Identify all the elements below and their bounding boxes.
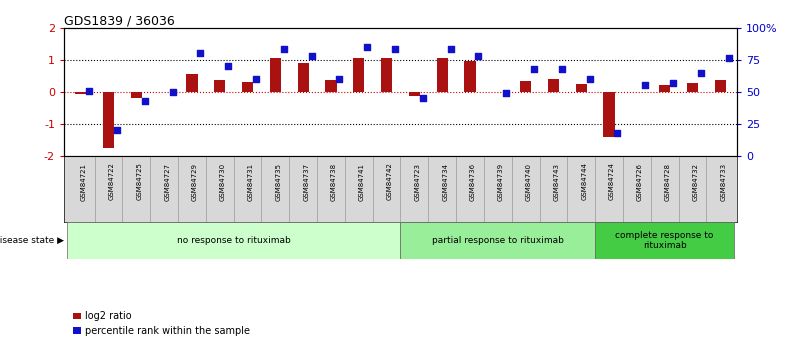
Bar <box>214 80 225 92</box>
Point <box>666 80 679 86</box>
Bar <box>548 79 559 92</box>
Bar <box>595 222 735 259</box>
Text: GSM84726: GSM84726 <box>637 162 643 201</box>
Point <box>444 47 457 52</box>
Point <box>723 56 735 61</box>
Point <box>222 63 235 69</box>
Text: GSM84725: GSM84725 <box>136 162 143 200</box>
Text: GSM84722: GSM84722 <box>109 162 115 200</box>
Text: GSM84742: GSM84742 <box>387 162 392 200</box>
Text: GSM84737: GSM84737 <box>304 162 309 201</box>
Bar <box>353 58 364 92</box>
Point <box>388 47 401 52</box>
Point <box>360 44 373 50</box>
Text: GSM84721: GSM84721 <box>81 162 87 201</box>
Text: GDS1839 / 36036: GDS1839 / 36036 <box>64 14 175 28</box>
Bar <box>270 58 281 92</box>
Text: GSM84739: GSM84739 <box>497 162 504 201</box>
Bar <box>687 83 698 92</box>
Bar <box>298 63 308 92</box>
Text: no response to rituximab: no response to rituximab <box>177 236 291 245</box>
Text: GSM84736: GSM84736 <box>470 162 476 201</box>
Bar <box>603 92 614 137</box>
Text: GSM84731: GSM84731 <box>248 162 254 201</box>
Text: GSM84741: GSM84741 <box>359 162 364 201</box>
Text: complete response to
rituximab: complete response to rituximab <box>615 231 714 250</box>
Text: GSM84730: GSM84730 <box>219 162 226 201</box>
Bar <box>75 92 87 95</box>
Point <box>83 88 95 93</box>
Point <box>500 90 513 96</box>
Point <box>139 98 151 104</box>
Bar <box>659 85 670 92</box>
Legend: log2 ratio, percentile rank within the sample: log2 ratio, percentile rank within the s… <box>69 307 255 340</box>
Bar <box>325 80 336 92</box>
Bar <box>714 80 726 92</box>
Point <box>166 89 179 95</box>
Point <box>277 47 290 52</box>
Text: GSM84728: GSM84728 <box>665 162 670 201</box>
Bar <box>242 82 253 92</box>
Point <box>528 66 541 71</box>
Text: disease state ▶: disease state ▶ <box>0 236 63 245</box>
Bar <box>409 92 420 96</box>
Bar <box>576 84 587 92</box>
Text: GSM84743: GSM84743 <box>553 162 559 201</box>
Point <box>555 66 568 71</box>
Text: GSM84734: GSM84734 <box>442 162 449 201</box>
Bar <box>400 222 595 259</box>
Text: GSM84723: GSM84723 <box>414 162 421 201</box>
Text: GSM84738: GSM84738 <box>331 162 337 201</box>
Text: GSM84744: GSM84744 <box>582 162 587 200</box>
Bar <box>131 92 142 98</box>
Bar <box>520 81 531 92</box>
Point <box>638 82 651 88</box>
Bar <box>437 58 448 92</box>
Text: partial response to rituximab: partial response to rituximab <box>432 236 564 245</box>
Bar <box>187 74 198 92</box>
Point <box>194 50 207 56</box>
Point <box>583 76 596 82</box>
Text: GSM84732: GSM84732 <box>692 162 698 201</box>
Text: GSM84727: GSM84727 <box>164 162 170 201</box>
Point <box>333 76 346 82</box>
Point <box>472 53 485 59</box>
Point <box>417 96 429 101</box>
Point <box>250 76 263 82</box>
Bar <box>381 58 392 92</box>
Point <box>611 130 624 136</box>
Bar <box>66 222 400 259</box>
Bar <box>465 61 476 92</box>
Text: GSM84724: GSM84724 <box>609 162 615 200</box>
Text: GSM84740: GSM84740 <box>525 162 532 201</box>
Point <box>305 53 318 59</box>
Bar <box>103 92 114 148</box>
Point <box>694 70 707 75</box>
Text: GSM84733: GSM84733 <box>720 162 727 201</box>
Text: GSM84735: GSM84735 <box>276 162 281 201</box>
Text: GSM84729: GSM84729 <box>192 162 198 201</box>
Point <box>111 128 123 133</box>
